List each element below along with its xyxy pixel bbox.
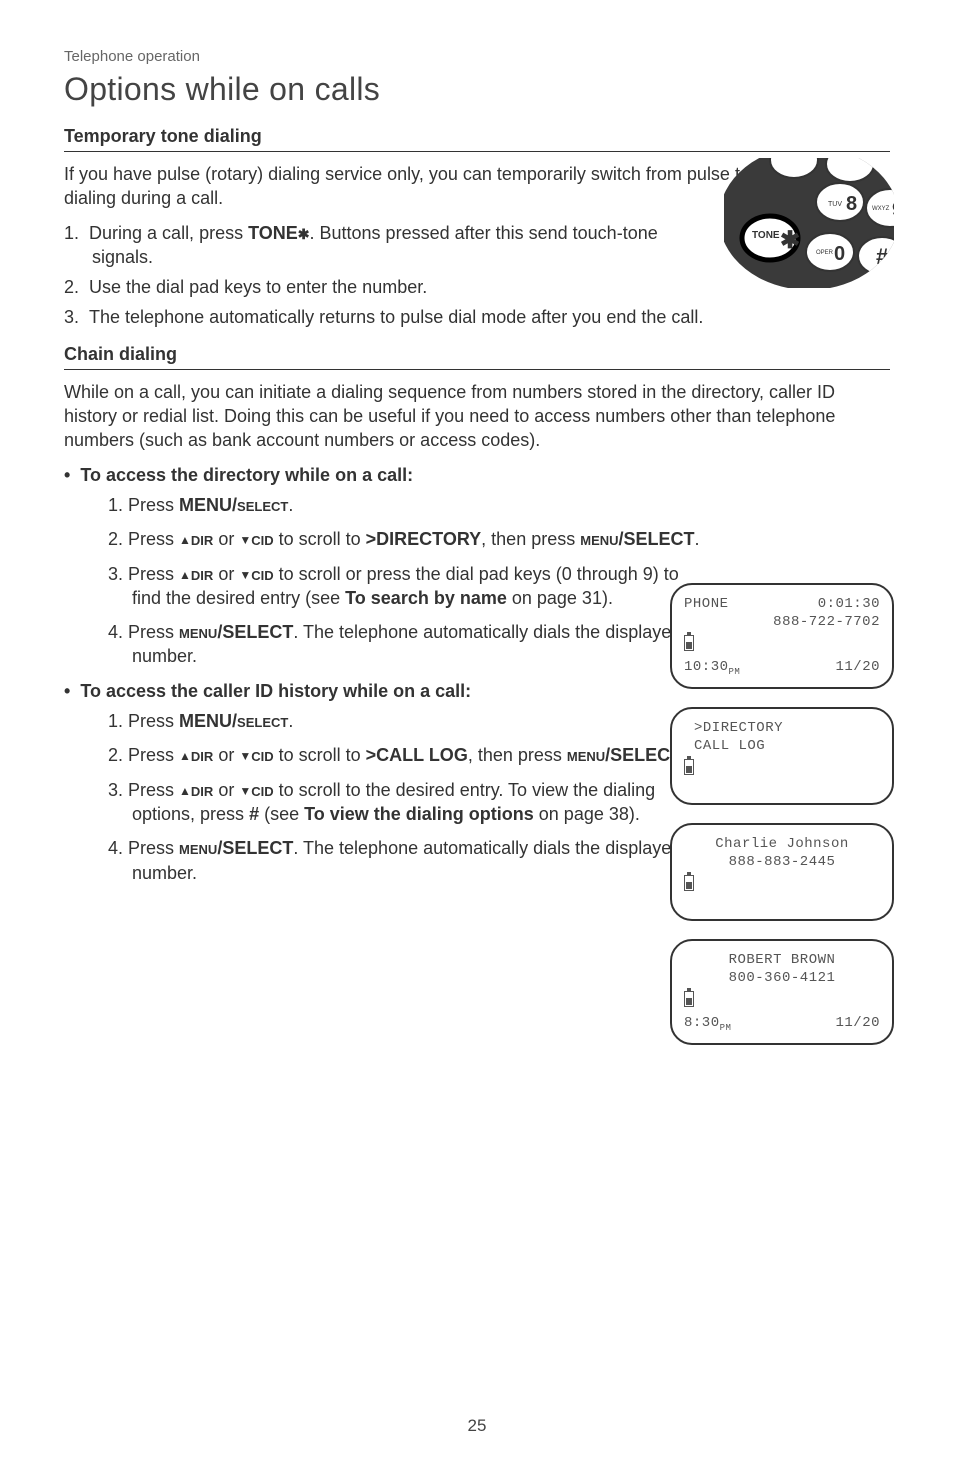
- cid-step4: 4. Press menu/SELECT. The telephone auto…: [108, 836, 704, 885]
- svg-text:9: 9: [892, 199, 894, 221]
- lcd-directory-menu: >DIRECTORY CALL LOG: [670, 707, 894, 805]
- sec2-list-b: • To access the caller ID history while …: [64, 679, 704, 703]
- battery-icon: [684, 759, 694, 775]
- cid-step1: 1. Press MENU/select.: [108, 709, 704, 733]
- sec2-list: • To access the directory while on a cal…: [64, 463, 704, 487]
- section-title-temp-tone: Temporary tone dialing: [64, 126, 890, 152]
- keypad-illustration: TUV 8 WXYZ 9 TONE ✱ OPER 0 #: [724, 158, 894, 288]
- page-title: Options while on calls: [64, 71, 890, 108]
- lcd-contact-charlie: Charlie Johnson 888-883-2445: [670, 823, 894, 921]
- cid-step2: 2. Press dir or cid to scroll to >CALL L…: [108, 743, 704, 767]
- sec1-step1: 1. During a call, press TONE. Buttons pr…: [64, 221, 704, 270]
- sec2-intro: While on a call, you can initiate a dial…: [64, 380, 890, 453]
- section-title-chain: Chain dialing: [64, 344, 890, 370]
- svg-text:TUV: TUV: [828, 201, 842, 208]
- svg-text:WXYZ: WXYZ: [872, 206, 890, 212]
- lcd-contact-robert: ROBERT BROWN 800-360-4121 8:30PM11/20: [670, 939, 894, 1045]
- svg-text:#: #: [876, 244, 888, 269]
- page-number: 25: [0, 1416, 954, 1436]
- sec1-step3: 3. The telephone automatically returns t…: [64, 305, 704, 329]
- svg-text:0: 0: [834, 243, 845, 265]
- dir-step1: 1. Press MENU/select.: [108, 493, 704, 517]
- sec2-dir-steps: 1. Press MENU/select. 2. Press dir or ci…: [64, 493, 704, 669]
- battery-icon: [684, 875, 694, 891]
- svg-text:✱: ✱: [780, 227, 800, 254]
- dir-step4: 4. Press menu/SELECT. The telephone auto…: [108, 620, 704, 669]
- lcd-stack: PHONE0:01:30 888-722-7702 10:30PM11/20 >…: [670, 583, 894, 1063]
- battery-icon: [684, 991, 694, 1007]
- svg-text:8: 8: [846, 193, 857, 215]
- dir-step3: 3. Press dir or cid to scroll or press t…: [108, 562, 704, 611]
- category-header: Telephone operation: [64, 48, 890, 65]
- sec2-bullet-cid: • To access the caller ID history while …: [64, 679, 704, 703]
- sec1-steps: 1. During a call, press TONE. Buttons pr…: [64, 221, 704, 330]
- svg-text:OPER: OPER: [816, 250, 834, 256]
- sec2-bullet-directory: • To access the directory while on a cal…: [64, 463, 704, 487]
- battery-icon: [684, 635, 694, 651]
- cid-step3: 3. Press dir or cid to scroll to the des…: [108, 778, 704, 827]
- sec2-cid-steps: 1. Press MENU/select. 2. Press dir or ci…: [64, 709, 704, 885]
- lcd-phone-call: PHONE0:01:30 888-722-7702 10:30PM11/20: [670, 583, 894, 689]
- svg-text:TONE: TONE: [752, 230, 780, 241]
- sec1-step2: 2. Use the dial pad keys to enter the nu…: [64, 275, 704, 299]
- dir-step2: 2. Press dir or cid to scroll to >DIRECT…: [108, 527, 704, 551]
